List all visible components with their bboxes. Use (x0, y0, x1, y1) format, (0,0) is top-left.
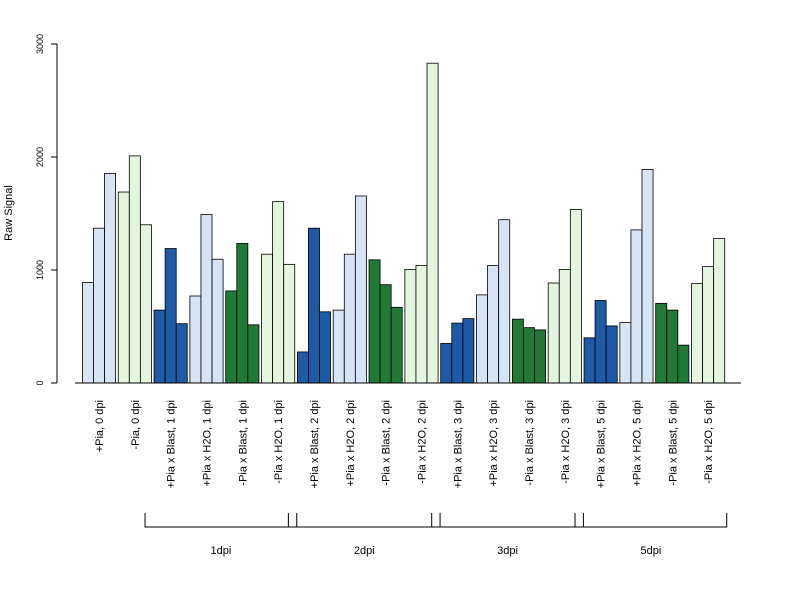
bar (426, 62, 439, 384)
x-tick-label: +Pia x Blast, 3 dpi (452, 400, 464, 488)
x-tick-label: +Pia x H2O, 1 dpi (201, 400, 213, 487)
x-tick-label: -Pia x H2O, 5 dpi (703, 400, 715, 484)
bar (547, 282, 560, 384)
bar (247, 324, 260, 384)
bar (641, 169, 654, 384)
bar (476, 294, 488, 384)
x-tick-label: -Pia x H2O, 2 dpi (416, 400, 428, 484)
bar (390, 306, 403, 384)
bracket-label: 2dpi (354, 545, 375, 557)
x-tick-label: +Pia x H2O, 5 dpi (631, 400, 643, 487)
x-tick-label: -Pia x Blast, 1 dpi (237, 400, 249, 486)
bar (104, 172, 117, 384)
y-tick-label: 3000 (35, 34, 45, 54)
x-tick-label: -Pia x Blast, 3 dpi (524, 400, 536, 486)
bar (354, 195, 367, 384)
bar (594, 300, 607, 384)
x-tick-label: -Pia x H2O, 3 dpi (560, 400, 572, 484)
y-tick-label: 2000 (35, 147, 45, 167)
bar (343, 253, 356, 384)
bar (487, 265, 500, 384)
bar (308, 227, 320, 384)
bar (153, 309, 166, 384)
y-tick-label: 1000 (35, 260, 45, 280)
bar (296, 351, 309, 384)
bar (379, 284, 392, 384)
bar (605, 325, 618, 384)
bar (164, 248, 177, 384)
bar (583, 337, 596, 384)
x-tick-label: +Pia, 0 dpi (94, 400, 106, 452)
bar (93, 227, 105, 384)
bracket-line (431, 513, 584, 528)
bracket: 1dpi (144, 513, 298, 557)
bar (534, 329, 546, 384)
x-tick-label: +Pia x H2O, 2 dpi (345, 400, 357, 487)
bracket-label: 3dpi (497, 545, 518, 557)
bar (691, 283, 703, 384)
bar (175, 323, 188, 384)
bar (128, 155, 141, 384)
bar (511, 318, 524, 384)
bar (236, 243, 249, 384)
bar (332, 309, 345, 384)
bar (211, 258, 224, 384)
x-tick-label: -Pia, 0 dpi (130, 400, 142, 450)
y-axis-label: Raw Signal (3, 185, 15, 241)
bar (677, 344, 690, 384)
y-tick-label: 0 (35, 380, 45, 385)
bar (415, 265, 428, 384)
bracket-line (287, 513, 441, 528)
bar (713, 237, 726, 384)
bar (283, 263, 296, 384)
x-tick-labels: +Pia, 0 dpi -Pia, 0 dpi +Pia x Blast, 1 dp… (94, 400, 715, 488)
bar (523, 327, 535, 384)
bar (368, 259, 381, 384)
bars (82, 62, 726, 384)
y-axis: 0 1000 2000 3000 (35, 34, 58, 386)
bar (655, 302, 668, 384)
bar (404, 269, 417, 384)
bar (451, 322, 464, 384)
bar (82, 282, 94, 384)
bar (225, 290, 238, 384)
x-tick-label: +Pia x Blast, 1 dpi (166, 400, 178, 488)
bar (630, 229, 643, 384)
x-tick-label: +Pia x H2O, 3 dpi (488, 400, 500, 487)
x-tick-label: -Pia x Blast, 5 dpi (667, 400, 679, 486)
x-tick-label: -Pia x Blast, 2 dpi (381, 400, 393, 486)
bar (139, 224, 152, 384)
x-tick-label: +Pia x Blast, 5 dpi (596, 400, 608, 488)
bracket-line (574, 513, 728, 528)
bar (261, 253, 274, 384)
bar (272, 201, 285, 384)
dpi-brackets: 1dpi 2dpi 3dpi 5dpi (144, 513, 728, 557)
bracket-label: 5dpi (640, 545, 661, 557)
bracket-line (144, 513, 298, 528)
bracket: 2dpi (287, 513, 441, 557)
bar (498, 219, 511, 384)
bar (558, 269, 571, 384)
bar (319, 311, 331, 384)
bar (117, 191, 130, 384)
bar (189, 295, 202, 384)
bar (666, 309, 679, 384)
bar (462, 318, 475, 384)
x-tick-label: -Pia x H2O, 1 dpi (273, 400, 285, 484)
bar (569, 209, 582, 384)
bar (702, 266, 715, 384)
bar (440, 343, 453, 384)
bar (200, 214, 213, 384)
x-tick-label: +Pia x Blast, 2 dpi (309, 400, 321, 488)
bracket-label: 1dpi (211, 545, 232, 557)
bar (619, 322, 632, 384)
bracket: 5dpi (574, 513, 728, 557)
bracket: 3dpi (431, 513, 584, 557)
